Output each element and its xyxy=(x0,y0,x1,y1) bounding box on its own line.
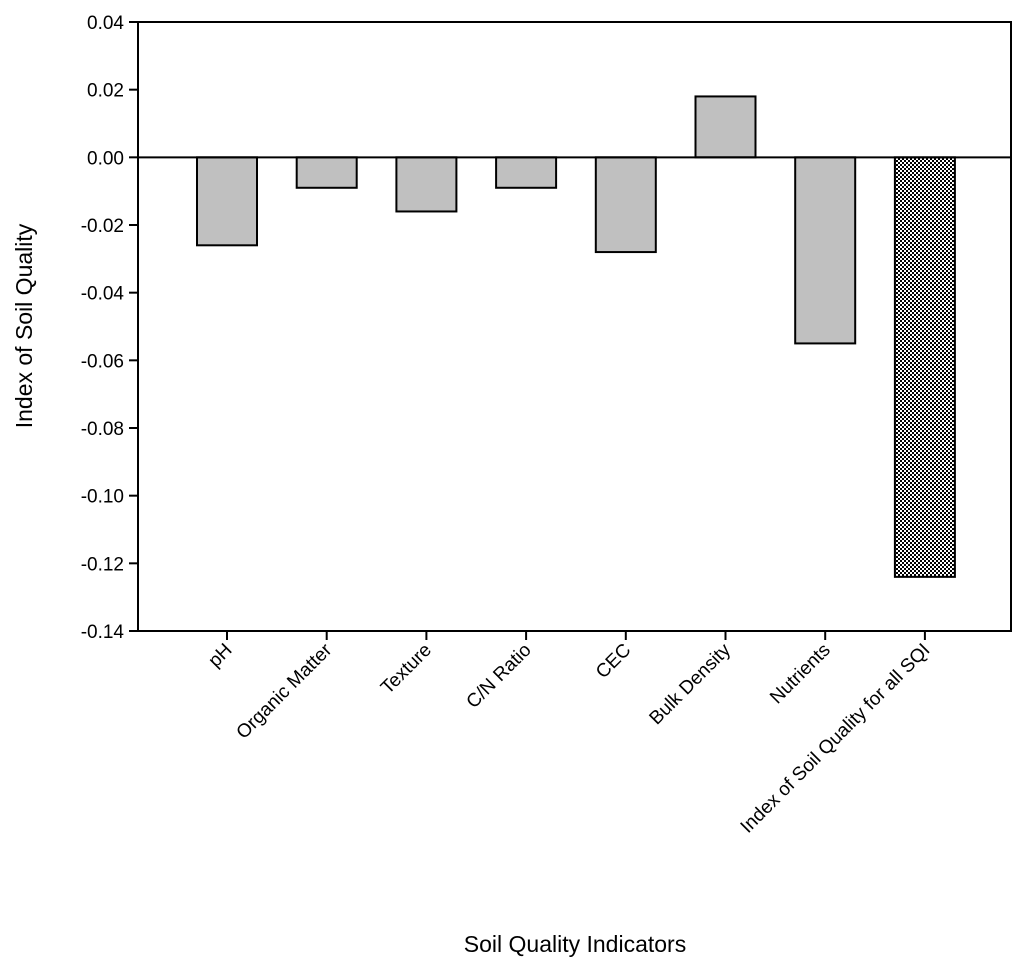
bar-index-of-soil-quality-for-all-sqi xyxy=(893,156,956,578)
plot-area-frame xyxy=(137,21,1012,632)
bar-organic-matter xyxy=(295,156,358,189)
x-category-label: Texture xyxy=(377,640,436,699)
x-category-label: Index of Soil Quality for all SQI xyxy=(737,640,935,838)
y-tick-label: -0.14 xyxy=(81,622,125,643)
y-tick-label: 0.00 xyxy=(87,148,124,169)
y-tick-label: -0.06 xyxy=(81,351,124,372)
y-tick-label: -0.04 xyxy=(81,284,125,305)
y-tick-label: -0.08 xyxy=(81,419,124,440)
y-tick-label: -0.10 xyxy=(81,487,124,508)
bar-ph xyxy=(196,156,258,247)
x-category-label: Organic Matter xyxy=(233,639,337,743)
x-category-label: Nutrients xyxy=(766,640,835,709)
bar-nutrients xyxy=(794,156,857,345)
x-category-label: Bulk Density xyxy=(646,639,736,729)
x-axis-title: Soil Quality Indicators xyxy=(464,931,686,957)
y-axis-title: Index of Soil Quality xyxy=(11,223,37,428)
x-category-label: pH xyxy=(205,640,237,672)
x-category-label: C/N Ratio xyxy=(463,640,536,713)
bar-c-n-ratio xyxy=(495,156,558,189)
y-tick-label: -0.02 xyxy=(81,216,124,237)
y-tick-label: -0.12 xyxy=(81,554,124,575)
y-axis: 0.04 0.02 0.00 -0.02 -0.04 -0.06 -0.08 -0.10 -0.… xyxy=(81,13,138,643)
bar-bulk-density xyxy=(694,95,757,159)
y-tick-label: 0.04 xyxy=(87,13,124,34)
bar-texture xyxy=(395,156,458,213)
bar-cec xyxy=(594,156,657,254)
y-tick-label: 0.02 xyxy=(87,81,124,102)
bars xyxy=(196,95,956,578)
x-category-label: CEC xyxy=(592,640,635,683)
